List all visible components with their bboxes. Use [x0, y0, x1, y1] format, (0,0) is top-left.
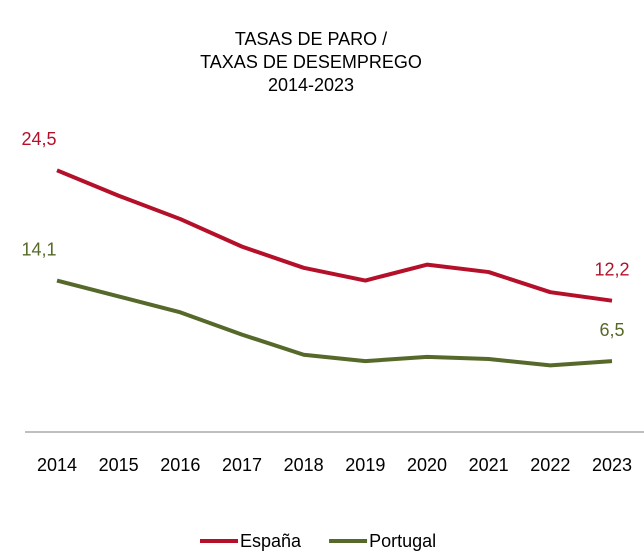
chart-title: 2014-2023 — [268, 75, 354, 95]
chart-title: TASAS DE PARO / — [235, 29, 387, 49]
x-tick-label: 2017 — [222, 455, 262, 475]
x-tick-label: 2016 — [160, 455, 200, 475]
legend-label: Portugal — [369, 531, 436, 551]
line — [56, 278, 613, 368]
line — [56, 168, 613, 303]
x-tick-label: 2023 — [592, 455, 632, 475]
legend-label: España — [240, 531, 302, 551]
data-label: 6,5 — [599, 320, 624, 340]
x-tick-label: 2019 — [345, 455, 385, 475]
data-label: 14,1 — [21, 239, 56, 259]
x-tick-label: 2020 — [407, 455, 447, 475]
x-tick-label: 2021 — [469, 455, 509, 475]
chart-title: TAXAS DE DESEMPREGO — [200, 52, 422, 72]
x-tick-label: 2014 — [37, 455, 77, 475]
data-label: 12,2 — [594, 259, 629, 279]
x-tick-label: 2022 — [530, 455, 570, 475]
x-tick-label: 2018 — [284, 455, 324, 475]
data-label: 24,5 — [21, 129, 56, 149]
x-tick-label: 2015 — [99, 455, 139, 475]
